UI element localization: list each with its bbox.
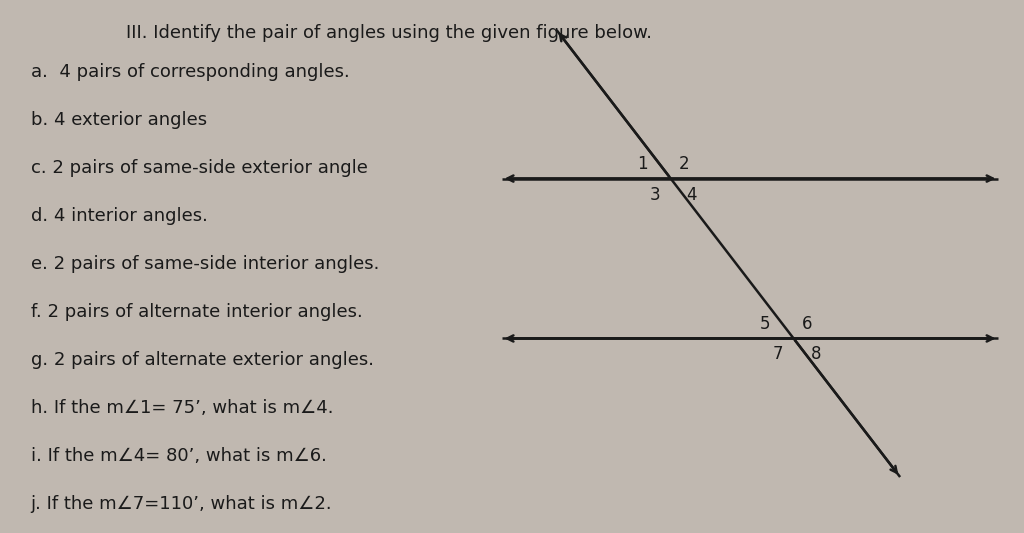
Text: d. 4 interior angles.: d. 4 interior angles. [31,207,208,225]
Text: 6: 6 [802,314,812,333]
Text: 8: 8 [811,345,821,364]
Text: i. If the m∠4= 80’, what is m∠6.: i. If the m∠4= 80’, what is m∠6. [31,447,327,465]
Text: g. 2 pairs of alternate exterior angles.: g. 2 pairs of alternate exterior angles. [31,351,374,369]
Text: 2: 2 [679,155,689,173]
Text: h. If the m∠1= 75’, what is m∠4.: h. If the m∠1= 75’, what is m∠4. [31,399,333,417]
Text: III. Identify the pair of angles using the given figure below.: III. Identify the pair of angles using t… [126,24,652,42]
Text: j. If the m∠7=110’, what is m∠2.: j. If the m∠7=110’, what is m∠2. [31,495,333,513]
Text: f. 2 pairs of alternate interior angles.: f. 2 pairs of alternate interior angles. [31,303,362,321]
Text: e. 2 pairs of same-side interior angles.: e. 2 pairs of same-side interior angles. [31,255,379,273]
Text: 5: 5 [760,314,770,333]
Text: c. 2 pairs of same-side exterior angle: c. 2 pairs of same-side exterior angle [31,159,368,177]
Text: 7: 7 [773,345,783,364]
Text: 1: 1 [637,155,647,173]
Text: 4: 4 [686,185,696,204]
Text: a.  4 pairs of corresponding angles.: a. 4 pairs of corresponding angles. [31,63,349,81]
Text: 3: 3 [650,185,660,204]
Text: b. 4 exterior angles: b. 4 exterior angles [31,111,207,129]
